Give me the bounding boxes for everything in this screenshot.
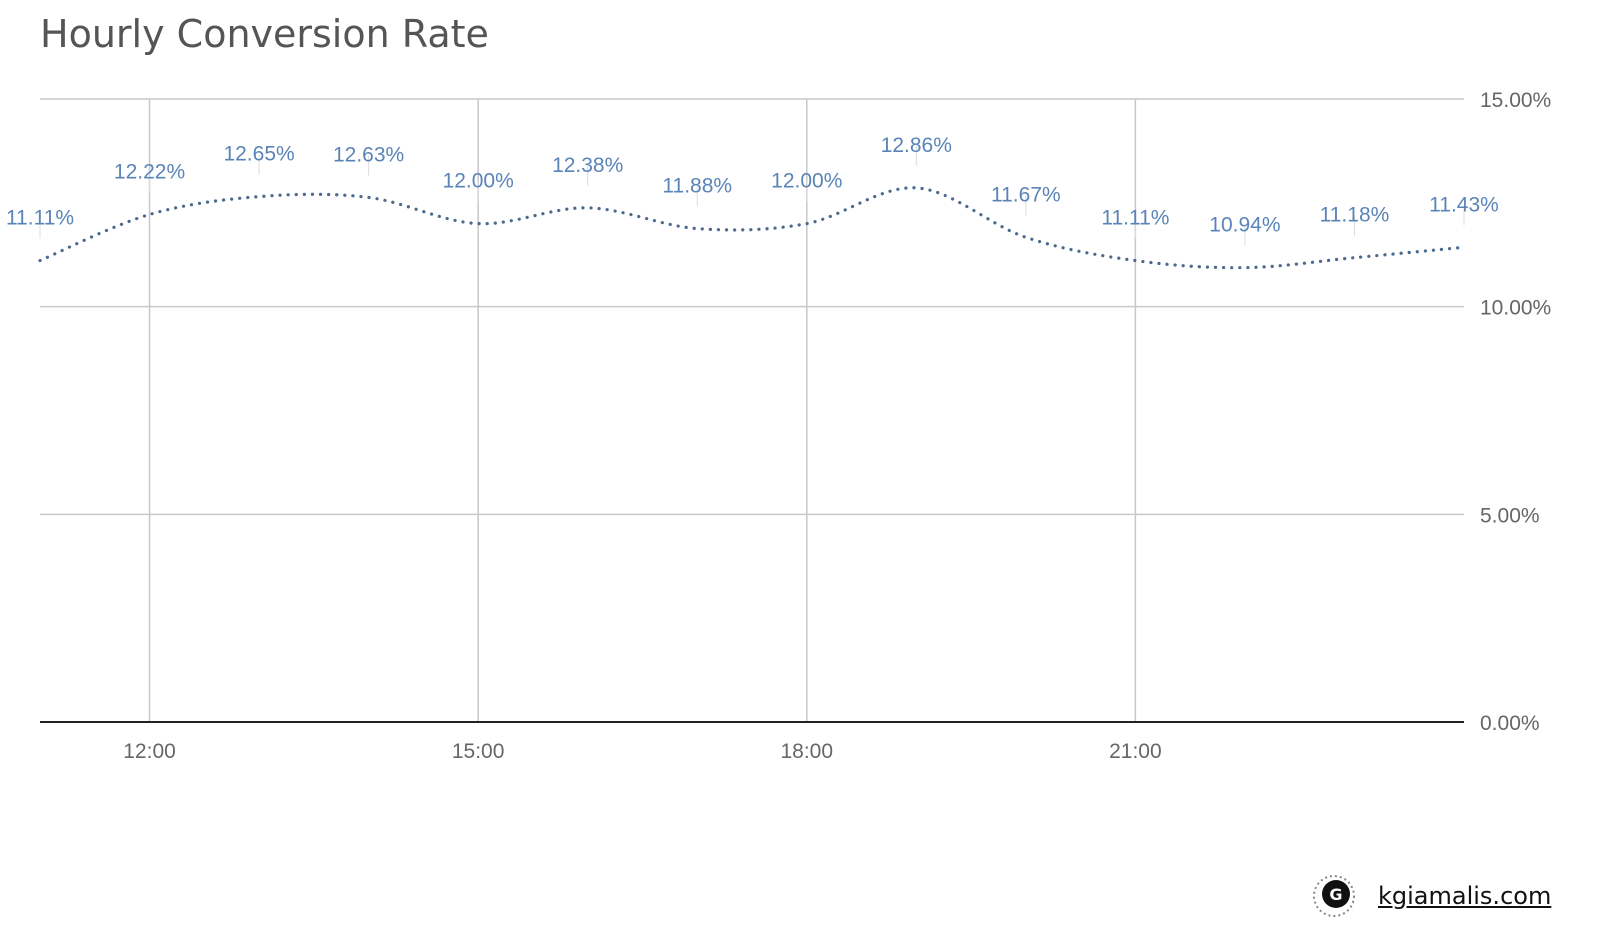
data-label: 12.86% — [881, 134, 952, 157]
data-label: 12.00% — [443, 170, 514, 193]
x-tick-label: 21:00 — [1109, 740, 1162, 763]
data-label: 11.67% — [991, 183, 1061, 206]
data-point — [148, 212, 152, 216]
data-label: 11.18% — [1320, 204, 1390, 227]
data-point — [38, 259, 42, 263]
data-label: 10.94% — [1209, 214, 1280, 237]
y-tick-label: 15.00% — [1480, 89, 1551, 112]
chart-title: Hourly Conversion Rate — [40, 12, 489, 56]
data-point — [367, 195, 371, 199]
y-tick-label: 10.00% — [1480, 297, 1551, 320]
site-link[interactable]: kgiamalis.com — [1378, 882, 1552, 910]
data-point — [914, 186, 918, 190]
svg-text:G: G — [1329, 885, 1342, 904]
data-label: 12.22% — [114, 160, 185, 183]
data-point — [1243, 266, 1247, 270]
y-tick-label: 0.00% — [1480, 712, 1540, 735]
data-point — [476, 222, 480, 226]
data-label: 11.11% — [1101, 207, 1169, 230]
data-label: 12.65% — [223, 143, 294, 166]
data-point — [1462, 245, 1466, 249]
data-label: 11.43% — [1429, 193, 1499, 216]
x-tick-label: 12:00 — [123, 740, 176, 763]
x-tick-label: 18:00 — [780, 740, 833, 763]
x-tick-label: 15:00 — [452, 740, 505, 763]
y-tick-label: 5.00% — [1480, 504, 1540, 527]
data-point — [695, 227, 699, 231]
data-point — [805, 222, 809, 226]
data-point — [1352, 256, 1356, 260]
data-point — [257, 195, 261, 199]
data-label: 11.88% — [662, 175, 732, 198]
axes: 0.00% 5.00% 10.00% 15.00% 12:00 15:00 18:00 21:… — [40, 89, 1551, 763]
data-label: 11.11% — [6, 207, 74, 230]
data-labels: 11.11% 12.22% 12.65% 12.63% 12.00% 12.38% 11.8… — [6, 134, 1499, 246]
data-point — [1133, 259, 1137, 263]
data-label: 12.63% — [333, 143, 404, 166]
data-label: 12.38% — [552, 154, 623, 177]
data-point — [586, 206, 590, 210]
gridlines — [40, 98, 1464, 722]
credit: G kgiamalis.com — [1312, 874, 1551, 918]
data-label: 12.00% — [771, 170, 842, 193]
data-point — [1024, 235, 1028, 239]
g-logo-icon: G — [1312, 874, 1356, 918]
